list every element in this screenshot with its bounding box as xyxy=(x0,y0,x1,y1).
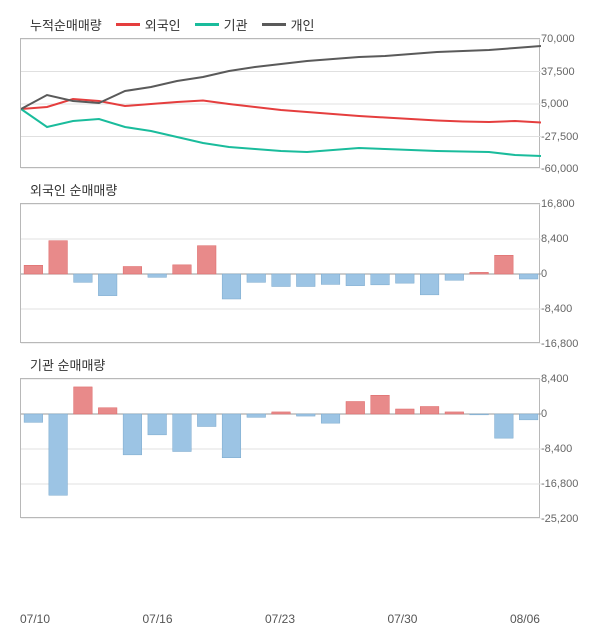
bar xyxy=(371,395,390,414)
y-tick-label: -16,800 xyxy=(541,478,591,490)
y-tick-label: 16,800 xyxy=(541,198,591,210)
institution-net-trading-panel: -25,200-16,800-8,40008,400 xyxy=(20,378,540,518)
bar xyxy=(519,414,538,420)
bar xyxy=(346,402,365,415)
x-tick-label: 08/06 xyxy=(510,612,540,626)
chart-container: 누적순매매량 외국인 기관 개인 -60,000-27,5005,00037,5… xyxy=(0,0,600,604)
y-tick-label: 0 xyxy=(541,408,591,420)
bar xyxy=(519,274,538,279)
y-axis-panel2: -16,800-8,40008,40016,800 xyxy=(541,204,591,342)
y-tick-label: 8,400 xyxy=(541,373,591,385)
legend-item-individual: 개인 xyxy=(262,15,315,34)
bar xyxy=(24,414,43,422)
bar xyxy=(24,265,43,274)
bar xyxy=(420,407,439,415)
bar xyxy=(272,412,291,414)
bar xyxy=(396,409,415,414)
legend-swatch-institution xyxy=(195,23,219,26)
bar xyxy=(470,272,489,274)
y-tick-label: -8,400 xyxy=(541,443,591,455)
bar xyxy=(445,412,464,414)
panel1-title: 누적순매매량 xyxy=(30,15,102,34)
bar xyxy=(197,414,216,427)
bar xyxy=(346,274,365,286)
y-tick-label: 0 xyxy=(541,268,591,280)
x-tick-label: 07/30 xyxy=(387,612,417,626)
y-axis-panel1: -60,000-27,5005,00037,50070,000 xyxy=(541,39,591,167)
bar xyxy=(49,241,68,274)
bar-chart-institution-svg xyxy=(21,379,541,519)
y-tick-label: 8,400 xyxy=(541,233,591,245)
bar xyxy=(148,414,167,435)
legend-label-individual: 개인 xyxy=(291,15,315,34)
bar xyxy=(123,414,142,455)
bar xyxy=(247,414,266,417)
line-series-individual xyxy=(21,46,541,109)
bar xyxy=(197,246,216,274)
bar xyxy=(321,274,340,284)
y-axis-panel3: -25,200-16,800-8,40008,400 xyxy=(541,379,591,517)
legend-swatch-foreigner xyxy=(116,23,140,26)
y-tick-label: -8,400 xyxy=(541,303,591,315)
x-tick-label: 07/16 xyxy=(142,612,172,626)
bar-chart-foreigner-svg xyxy=(21,204,541,344)
y-tick-label: 5,000 xyxy=(541,98,591,110)
x-tick-label: 07/23 xyxy=(265,612,295,626)
bar xyxy=(74,274,93,282)
bar xyxy=(148,274,167,277)
legend-label-institution: 기관 xyxy=(224,15,248,34)
bar xyxy=(495,255,514,274)
y-tick-label: -25,200 xyxy=(541,513,591,525)
bar xyxy=(74,387,93,414)
bar xyxy=(98,408,117,414)
bar xyxy=(222,274,241,299)
line-series-institution xyxy=(21,109,541,156)
legend-row: 누적순매매량 외국인 기관 개인 xyxy=(30,10,540,38)
bar xyxy=(396,274,415,283)
bar xyxy=(123,267,142,275)
y-tick-label: 70,000 xyxy=(541,33,591,45)
bar xyxy=(247,274,266,282)
legend-label-foreigner: 외국인 xyxy=(145,15,181,34)
panel3-title: 기관 순매매량 xyxy=(30,355,540,374)
legend-item-institution: 기관 xyxy=(195,15,248,34)
legend-item-foreigner: 외국인 xyxy=(116,15,181,34)
bar xyxy=(371,274,390,285)
bar xyxy=(420,274,439,295)
bar xyxy=(98,274,117,296)
bar xyxy=(173,414,192,452)
y-tick-label: 37,500 xyxy=(541,66,591,78)
foreigner-net-trading-panel: -16,800-8,40008,40016,800 xyxy=(20,203,540,343)
bar xyxy=(222,414,241,458)
bar xyxy=(49,414,68,495)
line-chart-svg xyxy=(21,39,541,169)
bar xyxy=(470,414,489,415)
x-axis: 07/10 07/16 07/23 07/30 08/06 xyxy=(20,612,540,626)
bar xyxy=(495,414,514,438)
bar xyxy=(173,265,192,274)
bar xyxy=(296,414,315,416)
bar xyxy=(321,414,340,423)
bar xyxy=(296,274,315,287)
y-tick-label: -27,500 xyxy=(541,131,591,143)
bar xyxy=(272,274,291,287)
y-tick-label: -16,800 xyxy=(541,338,591,350)
x-tick-label: 07/10 xyxy=(20,612,50,626)
bar xyxy=(445,274,464,280)
legend-swatch-individual xyxy=(262,23,286,26)
y-tick-label: -60,000 xyxy=(541,163,591,175)
cumulative-net-trading-panel: -60,000-27,5005,00037,50070,000 xyxy=(20,38,540,168)
panel2-title: 외국인 순매매량 xyxy=(30,180,540,199)
